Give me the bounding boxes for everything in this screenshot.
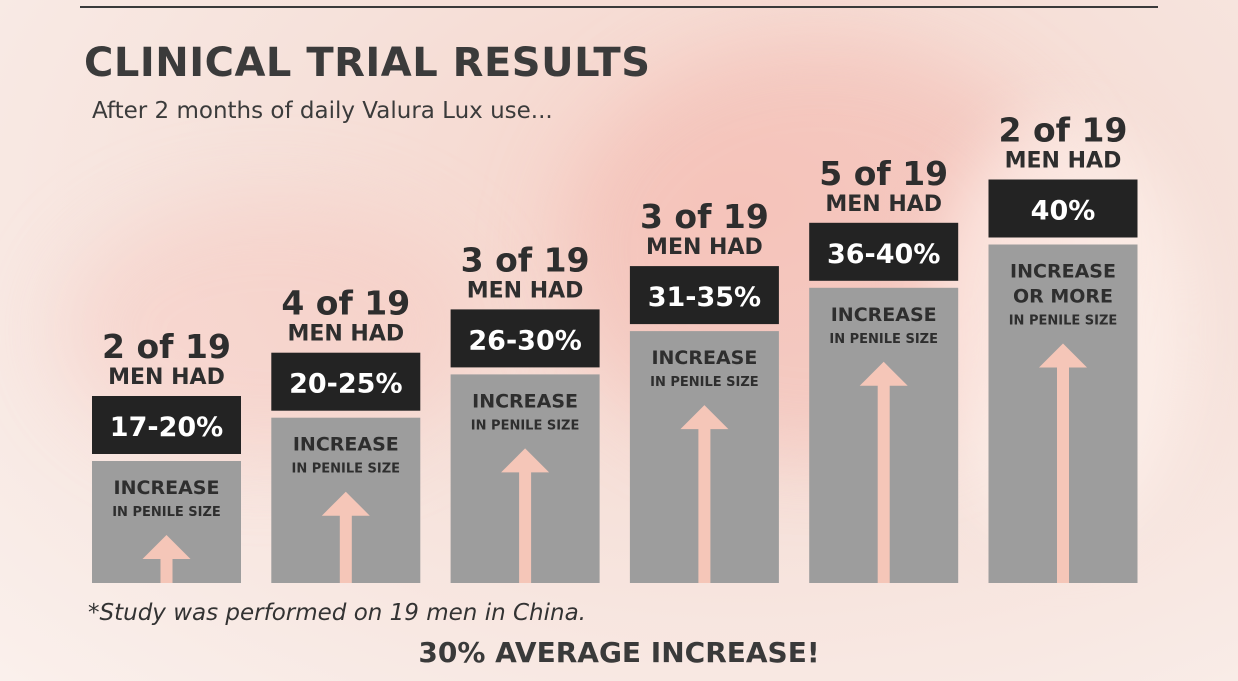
men-had-label: MEN HAD xyxy=(646,235,763,260)
percent-box xyxy=(271,352,421,411)
penile-size-label: IN PENILE SIZE xyxy=(829,332,938,347)
top-divider xyxy=(80,6,1158,8)
arrow-head xyxy=(321,491,370,516)
arrow-head xyxy=(680,405,729,430)
arrow-shaft xyxy=(339,513,352,583)
increase-label: INCREASE xyxy=(831,304,937,326)
count-label: 3 of 19 xyxy=(640,197,769,236)
count-label: 5 of 19 xyxy=(819,154,948,193)
arrow-head xyxy=(501,448,550,473)
arrow-head xyxy=(142,535,191,559)
percent-label: 40% xyxy=(1031,196,1096,227)
footnote: *Study was performed on 19 men in China. xyxy=(88,600,586,626)
increase-label: INCREASE xyxy=(293,434,399,456)
percent-box xyxy=(629,266,779,325)
arrow-shaft xyxy=(877,383,890,583)
penile-size-label: IN PENILE SIZE xyxy=(650,375,759,390)
percent-label: 20-25% xyxy=(289,369,402,400)
penile-size-label: IN PENILE SIZE xyxy=(292,462,401,477)
increase-label: INCREASE xyxy=(1010,261,1116,283)
count-label: 3 of 19 xyxy=(461,240,590,279)
arrow-head xyxy=(1039,343,1087,368)
percent-box xyxy=(92,396,241,454)
increase-label: INCREASE xyxy=(472,390,578,412)
penile-size-label: IN PENILE SIZE xyxy=(1009,314,1118,329)
increase-label: INCREASE xyxy=(114,477,220,499)
count-label: 2 of 19 xyxy=(999,111,1128,150)
men-had-label: MEN HAD xyxy=(108,365,225,390)
percent-label: 26-30% xyxy=(468,325,581,356)
count-label: 4 of 19 xyxy=(281,284,410,323)
penile-size-label: IN PENILE SIZE xyxy=(471,418,580,433)
increase-label: OR MORE xyxy=(1013,286,1113,308)
percent-box xyxy=(809,222,959,281)
percent-box xyxy=(450,309,600,368)
arrow-head xyxy=(859,361,908,386)
men-had-label: MEN HAD xyxy=(287,322,404,347)
percent-label: 31-35% xyxy=(648,282,761,313)
chart-title: CLINICAL TRIAL RESULTS xyxy=(84,40,651,86)
men-had-label: MEN HAD xyxy=(467,278,584,303)
percent-box xyxy=(988,179,1138,238)
count-label: 2 of 19 xyxy=(102,327,231,366)
increase-label: INCREASE xyxy=(651,347,757,369)
percent-label: 17-20% xyxy=(110,412,223,443)
percent-label: 36-40% xyxy=(827,239,940,270)
arrow-shaft xyxy=(1057,365,1069,583)
arrow-shaft xyxy=(519,470,532,583)
arrow-shaft xyxy=(698,427,711,583)
average-callout: 30% AVERAGE INCREASE! xyxy=(418,636,820,669)
penile-size-label: IN PENILE SIZE xyxy=(112,505,221,520)
chart-subtitle: After 2 months of daily Valura Lux use..… xyxy=(92,98,553,124)
men-had-label: MEN HAD xyxy=(825,192,942,217)
men-had-label: MEN HAD xyxy=(1005,149,1122,174)
arrow-shaft xyxy=(160,557,173,583)
